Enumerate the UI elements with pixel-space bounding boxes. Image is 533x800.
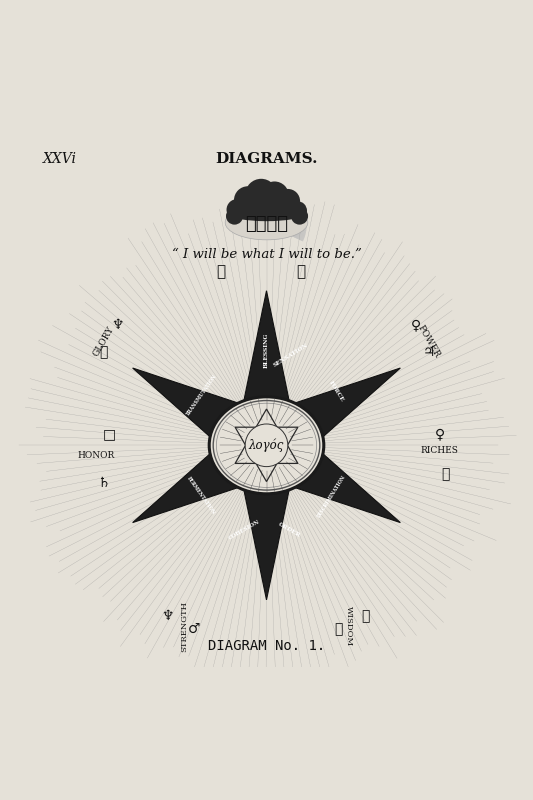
Text: WISDOM: WISDOM bbox=[345, 606, 353, 646]
Text: ♆: ♆ bbox=[111, 318, 124, 332]
Text: ♈: ♈ bbox=[296, 265, 306, 279]
Text: GLORY: GLORY bbox=[92, 325, 116, 358]
Text: ORDER: ORDER bbox=[277, 522, 301, 538]
Circle shape bbox=[260, 182, 289, 210]
Circle shape bbox=[276, 189, 300, 214]
Circle shape bbox=[234, 186, 262, 214]
Text: ♃: ♃ bbox=[423, 345, 435, 359]
Text: XXVi: XXVi bbox=[43, 152, 77, 166]
Text: DIAGRAM No. 1.: DIAGRAM No. 1. bbox=[208, 639, 325, 654]
Text: ♎: ♎ bbox=[361, 609, 369, 623]
Circle shape bbox=[245, 424, 288, 466]
Circle shape bbox=[288, 201, 307, 220]
Circle shape bbox=[291, 207, 308, 225]
Text: BLESSING: BLESSING bbox=[264, 333, 269, 368]
Text: HONOR: HONOR bbox=[77, 451, 115, 461]
Text: □: □ bbox=[103, 428, 116, 442]
Text: TRANSMUTATION: TRANSMUTATION bbox=[185, 373, 217, 416]
Polygon shape bbox=[133, 290, 400, 600]
Text: DIAGRAMS.: DIAGRAMS. bbox=[215, 152, 318, 166]
Text: DISCRIMINATION: DISCRIMINATION bbox=[317, 474, 347, 518]
Ellipse shape bbox=[230, 208, 303, 221]
Text: λογός: λογός bbox=[249, 438, 284, 452]
Text: יהוה: יהוה bbox=[245, 215, 288, 233]
Text: ♍: ♍ bbox=[441, 468, 449, 482]
Text: ♈: ♈ bbox=[100, 345, 108, 359]
Text: ♀: ♀ bbox=[411, 318, 421, 332]
Text: POWER: POWER bbox=[416, 323, 442, 359]
Text: STRENGTH: STRENGTH bbox=[180, 601, 188, 652]
Text: SENSATION: SENSATION bbox=[272, 342, 309, 368]
Text: RICHES: RICHES bbox=[421, 446, 459, 455]
Ellipse shape bbox=[225, 205, 308, 240]
Text: ♀: ♀ bbox=[435, 428, 445, 442]
Text: ♂: ♂ bbox=[188, 622, 201, 636]
Text: ☊: ☊ bbox=[216, 265, 226, 279]
Ellipse shape bbox=[209, 397, 324, 494]
Text: FERMENTATION: FERMENTATION bbox=[187, 476, 216, 516]
Text: FORCE: FORCE bbox=[327, 380, 344, 402]
Text: “ I will be what I will to be.”: “ I will be what I will to be.” bbox=[172, 248, 361, 261]
Circle shape bbox=[245, 179, 277, 210]
Circle shape bbox=[226, 207, 243, 225]
Text: ♆: ♆ bbox=[161, 609, 174, 623]
Text: COHESION: COHESION bbox=[227, 519, 260, 541]
Text: ♋: ♋ bbox=[334, 622, 343, 636]
Text: ♄: ♄ bbox=[98, 476, 110, 490]
Circle shape bbox=[227, 199, 248, 220]
